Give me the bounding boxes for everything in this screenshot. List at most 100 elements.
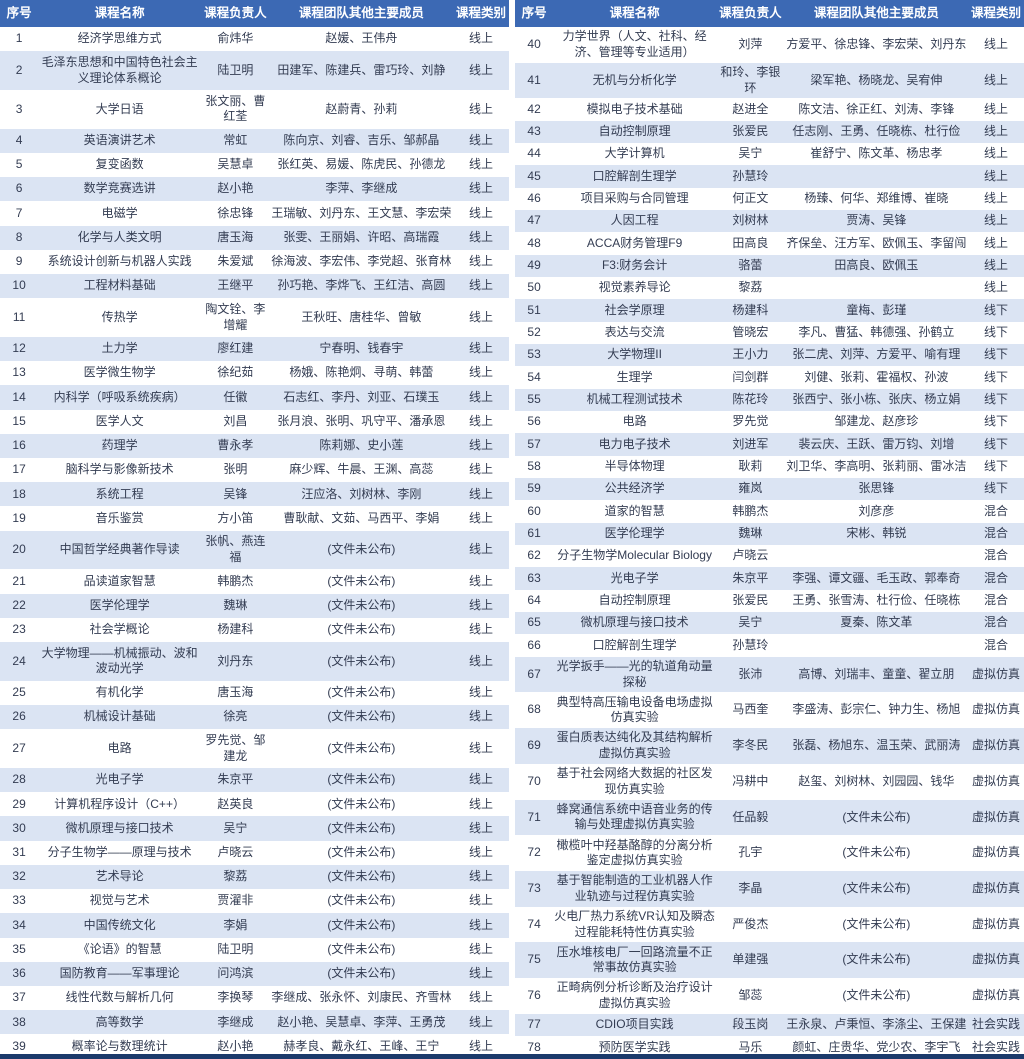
table-row: 34 中国传统文化 李娟 (文件未公布) 线上 [0, 913, 509, 938]
course-category: 线上 [452, 482, 509, 507]
team-members [785, 545, 968, 567]
row-number: 4 [0, 128, 39, 153]
team-members: 任志刚、王勇、任晓栋、杜行俭 [784, 120, 968, 144]
team-members: 崔舒宁、陈文革、杨忠孝 [810, 146, 943, 161]
table-row: 45 口腔解剖生理学 孙慧玲 线上 [515, 165, 1024, 188]
team-members: 高博、刘瑞丰、童童、翟立朋 [784, 656, 968, 693]
team-members: (文件未公布) [269, 864, 453, 890]
table-row: 18 系统工程 吴锋 汪应洛、刘树林、李刚 线上 [0, 482, 509, 507]
table-row: 72 橄榄叶中羟基酪醇的分离分析鉴定虚拟仿真实验 孔宇 (文件未公布) 虚拟仿真 [515, 835, 1024, 871]
row-number: 59 [515, 478, 554, 501]
course-name: 蛋白质表达纯化及其结构解析虚拟仿真实验 [553, 728, 717, 764]
course-category: 虚拟仿真 [967, 799, 1024, 836]
team-members: 张磊、杨旭东、温玉荣、武丽涛 [784, 728, 968, 764]
team-members: (文件未公布) [327, 941, 396, 956]
course-leader: 和玲、李银环 [716, 62, 785, 99]
course-name: 英语演讲艺术 [38, 128, 202, 153]
course-leader: 田高良 [732, 235, 769, 250]
course-category: 线上 [468, 157, 493, 172]
team-members: (文件未公布) [327, 622, 396, 637]
course-leader: 卢晓云 [217, 844, 254, 859]
course-category: 混合 [967, 567, 1024, 590]
row-number: 55 [515, 388, 554, 412]
course-leader: 刘萍 [738, 37, 763, 52]
team-members: 王永泉、卢秉恒、李涤尘、王保建 [784, 1013, 968, 1037]
course-leader: 冯耕中 [732, 773, 769, 788]
course-category: 线上 [452, 1010, 509, 1035]
column-header: 课程名称 [38, 0, 202, 27]
course-category: 虚拟仿真 [971, 988, 1020, 1003]
row-number: 3 [15, 101, 23, 116]
course-category: 虚拟仿真 [971, 702, 1020, 717]
row-number: 78 [527, 1039, 541, 1054]
team-members: 王勇、张雪涛、杜行俭、任晓栋 [792, 593, 961, 608]
course-leader: 徐亮 [201, 705, 270, 730]
table-row: 69 蛋白质表达纯化及其结构解析虚拟仿真实验 李冬民 张磊、杨旭东、温玉荣、武丽涛 虚拟… [515, 728, 1024, 764]
course-category: 线下 [967, 433, 1024, 456]
table-bottom-border [0, 1054, 1024, 1059]
table-row: 29 计算机程序设计（C++） 赵英良 (文件未公布) 线上 [0, 792, 509, 816]
table-row: 41 无机与分析化学 和玲、李银环 梁军艳、杨晓龙、吴宥伸 线上 [515, 62, 1024, 99]
course-category: 线上 [452, 642, 509, 681]
team-members: 麻少辉、牛晨、王渊、高蕊 [289, 462, 434, 477]
course-category: 虚拟仿真 [967, 656, 1024, 693]
course-name: 大学物理II [553, 344, 717, 367]
table-row: 40 力学世界（人文、社科、经济、管理等专业适用） 刘萍 方爱平、徐忠锋、李宏荣、刘丹… [515, 27, 1024, 63]
course-name: 音乐鉴赏 [95, 510, 144, 525]
course-category: 线下 [967, 388, 1024, 412]
row-number: 66 [527, 637, 541, 652]
table-row: 44 大学计算机 吴宁 崔舒宁、陈文革、杨忠孝 线上 [515, 143, 1024, 165]
course-category: 线上 [983, 280, 1008, 295]
table-row: 27 电路 罗先觉、邹建龙 (文件未公布) 线上 [0, 729, 509, 768]
row-number: 56 [527, 414, 541, 429]
course-name: 系统工程 [38, 482, 202, 507]
course-leader: 耿莉 [738, 459, 763, 474]
course-name: 光电子学 [38, 768, 202, 793]
course-leader: 方小笛 [217, 510, 254, 525]
course-category: 线上 [468, 365, 493, 380]
course-category: 线下 [983, 369, 1008, 384]
team-members: 刘卫华、李高明、张莉丽、雷冰洁 [786, 459, 967, 474]
course-name: 表达与交流 [604, 325, 665, 340]
row-number: 48 [527, 235, 541, 250]
course-leader: 李换琴 [217, 990, 254, 1005]
row-number: 33 [12, 893, 26, 908]
team-members: 裴云庆、王跃、雷万钧、刘增 [784, 433, 968, 456]
team-members: 方爱平、徐忠锋、李宏荣、刘丹东 [786, 37, 967, 52]
course-leader: 徐纪茹 [217, 365, 254, 380]
table-row: 67 光学扳手——光的轨道角动量探秘 张沛 高博、刘瑞丰、童童、翟立朋 虚拟仿真 [515, 656, 1024, 693]
column-header: 课程团队其他主要成员 [784, 0, 968, 27]
course-category: 线上 [468, 309, 493, 324]
row-number: 41 [515, 62, 554, 99]
row-number: 17 [12, 462, 26, 477]
course-leader: 朱京平 [201, 768, 270, 793]
team-members: 杨臻、何华、郑维博、崔晓 [804, 191, 949, 206]
course-name: 自动控制原理 [598, 593, 671, 608]
course-category: 线上 [468, 740, 493, 755]
course-leader: 吴宁 [716, 611, 785, 635]
row-number: 76 [527, 988, 541, 1003]
course-category: 混合 [967, 611, 1024, 635]
course-category: 线上 [452, 816, 509, 841]
row-number: 77 [515, 1013, 554, 1037]
course-name: 化学与人类文明 [38, 225, 202, 250]
course-leader: 俞炜华 [217, 31, 254, 46]
course-name: ACCA财务管理F9 [586, 235, 683, 250]
team-members: (文件未公布) [327, 844, 396, 859]
table-row: 39 概率论与数理统计 赵小艳 赫孝良、戴永红、王峰、王宁 线上 [0, 1034, 509, 1059]
team-members: 赫孝良、戴永红、王峰、王宁 [283, 1038, 440, 1053]
row-number: 12 [0, 336, 39, 362]
table-row: 5 复变函数 吴慧卓 张红英、易媛、陈虎民、孙德龙 线上 [0, 153, 509, 177]
table-row: 64 自动控制原理 张爱民 王勇、张雪涛、杜行俭、任晓栋 混合 [515, 590, 1024, 612]
course-name: 光电子学 [553, 567, 717, 590]
team-members: 李凡、曹猛、韩德强、孙鹤立 [798, 325, 955, 340]
course-leader: 段玉岗 [716, 1013, 785, 1037]
team-members: 王瑞敏、刘丹东、王文慧、李宏荣 [271, 205, 452, 220]
course-name: 社会学概论 [89, 622, 150, 637]
column-header: 课程类别 [452, 0, 509, 27]
row-number: 44 [527, 146, 541, 161]
row-number: 7 [15, 205, 23, 220]
table-row: 75 压水堆核电厂一回路流量不正常事故仿真实验 单建强 (文件未公布) 虚拟仿真 [515, 942, 1024, 979]
team-members: 田建军、陈建兵、雷巧玲、刘静 [269, 51, 453, 90]
course-category: 线上 [983, 101, 1008, 116]
